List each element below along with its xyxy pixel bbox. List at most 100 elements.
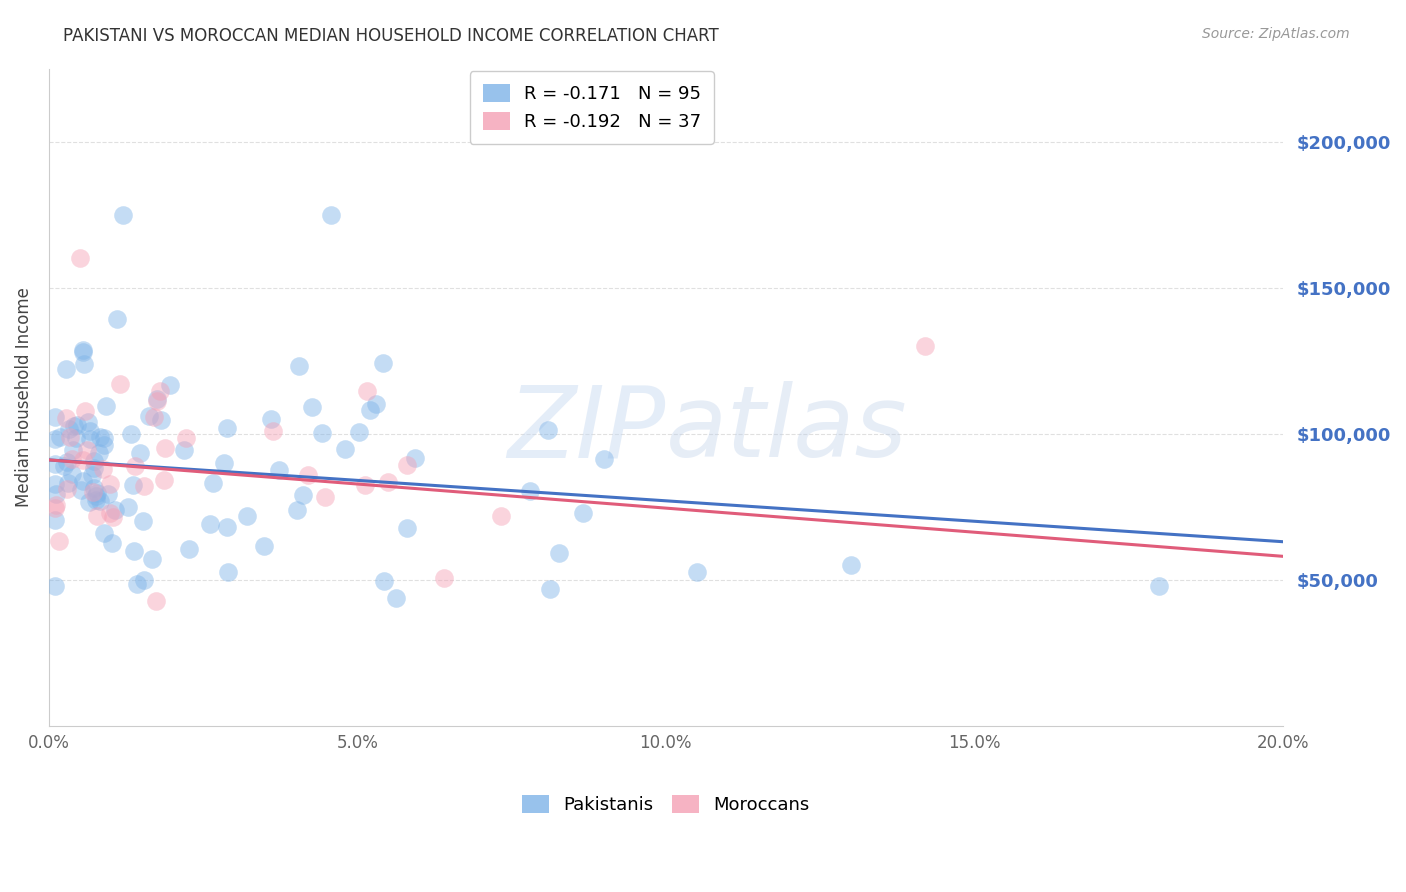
Point [83,460,105,475]
Point [76,443,98,458]
Point [354,478,377,492]
Point [104,503,127,517]
Point [297,467,319,482]
Point [371,355,394,369]
Point [122,477,145,491]
Point [69,252,91,266]
Point [79,424,101,438]
Point [73,357,96,371]
Point [149,384,172,398]
Point [55,411,77,425]
Point [72,474,94,488]
Point [83,454,105,468]
Point [333,442,356,456]
Point [142,409,165,424]
Point [321,208,343,222]
Point [377,475,399,489]
Point [914,339,936,353]
Point [153,473,176,487]
Point [359,402,381,417]
Point [93,431,115,445]
Point [45,487,67,501]
Point [60,467,83,481]
Point [145,594,167,608]
Point [1149,579,1171,593]
Point [489,508,512,523]
Point [132,479,155,493]
Point [129,445,152,459]
Point [77,495,100,509]
Point [385,591,408,606]
Point [141,552,163,566]
Point [97,487,120,501]
Point [59,430,82,444]
Point [82,485,104,500]
Point [86,485,108,500]
Point [44,476,66,491]
Y-axis label: Median Household Income: Median Household Income [15,287,32,507]
Point [63,419,86,434]
Point [217,565,239,579]
Point [173,442,195,457]
Point [176,431,198,445]
Point [395,458,418,472]
Point [60,451,83,466]
Point [314,490,336,504]
Point [356,384,378,398]
Point [301,400,323,414]
Point [686,565,709,579]
Point [93,438,115,452]
Point [80,468,103,483]
Point [132,514,155,528]
Point [79,433,101,447]
Point [215,421,238,435]
Point [91,462,114,476]
Point [96,399,118,413]
Point [58,422,80,436]
Point [538,582,561,597]
Point [260,411,283,425]
Point [72,453,94,467]
Point [311,426,333,441]
Point [134,574,156,588]
Point [84,492,107,507]
Point [72,344,94,359]
Point [366,397,388,411]
Point [433,571,456,585]
Point [292,488,315,502]
Point [65,431,87,445]
Point [537,423,560,437]
Point [593,452,616,467]
Point [101,536,124,550]
Point [200,516,222,531]
Point [202,476,225,491]
Point [55,362,77,376]
Point [77,415,100,429]
Point [519,483,541,498]
Legend: Pakistanis, Moroccans: Pakistanis, Moroccans [515,788,817,822]
Point [48,429,70,443]
Point [112,208,135,222]
Text: ZIP: ZIP [508,382,666,478]
Point [66,418,89,433]
Point [214,456,236,470]
Point [839,558,862,573]
Point [404,450,426,465]
Point [44,579,66,593]
Point [44,457,66,471]
Point [93,525,115,540]
Point [117,500,139,514]
Point [86,509,108,524]
Point [395,521,418,535]
Point [89,494,111,508]
Point [373,574,395,588]
Point [87,446,110,460]
Point [56,482,79,496]
Point [285,503,308,517]
Point [146,392,169,407]
Point [288,359,311,374]
Point [72,343,94,357]
Point [122,544,145,558]
Point [98,476,121,491]
Point [548,546,571,560]
